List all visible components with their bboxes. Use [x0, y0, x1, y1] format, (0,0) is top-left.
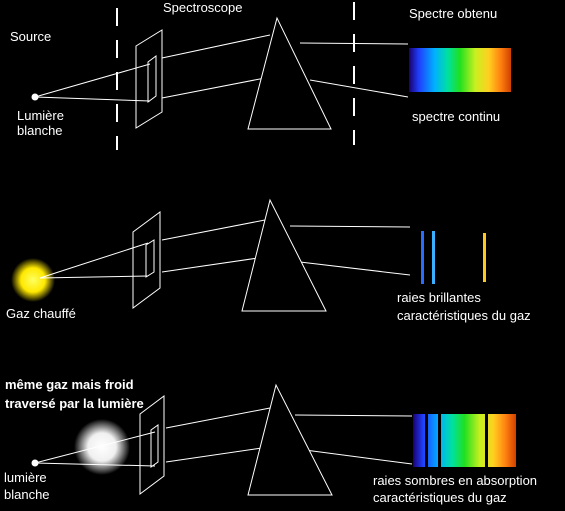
raies-brillantes-label: raies brillantes: [397, 290, 481, 305]
slit-plate: [135, 29, 163, 129]
lumiere-blanche-label-2: blanche: [4, 487, 50, 502]
slit-plate: [139, 395, 165, 495]
heated-gas-glow: [11, 258, 55, 302]
section-continuous-spectrum: Source Spectroscope Spectre obtenu Lumiè…: [10, 0, 511, 150]
slit-plate: [132, 211, 161, 309]
emission-line-blue-2: [432, 231, 435, 284]
gaz-chauffe-label: Gaz chauffé: [6, 306, 76, 321]
continuous-spectrum: [409, 48, 511, 92]
raies-sombres-label-2: caractéristiques du gaz: [373, 490, 507, 505]
raies-brillantes-label-2: caractéristiques du gaz: [397, 308, 531, 323]
absorption-line-1: [425, 414, 428, 467]
prism: [241, 198, 327, 312]
slit-opening: [145, 239, 155, 278]
prism: [247, 383, 333, 496]
section-emission-spectrum: Gaz chauffé raies brillantes caractérist…: [6, 198, 531, 323]
absorption-line-3: [485, 414, 488, 467]
spectre-continu-label: spectre continu: [412, 109, 500, 124]
light-rays: [34, 407, 413, 467]
slit-opening: [147, 55, 157, 103]
lumiere-blanche-label-2: blanche: [17, 123, 63, 138]
light-rays: [39, 219, 411, 279]
meme-gaz-label-2: traversé par la lumière: [5, 396, 144, 411]
emission-line-blue-1: [421, 231, 424, 284]
emission-line-yellow: [483, 233, 486, 282]
cold-gas-glow: [74, 419, 130, 475]
source-label: Source: [10, 29, 51, 44]
meme-gaz-label: même gaz mais froid: [5, 377, 134, 392]
light-rays: [34, 34, 409, 102]
section-absorption-spectrum: même gaz mais froid traversé par la lumi…: [4, 377, 537, 505]
slit-opening: [150, 424, 159, 468]
lumiere-blanche-label: lumière: [4, 470, 47, 485]
prism: [247, 16, 332, 130]
raies-sombres-label: raies sombres en absorption: [373, 473, 537, 488]
absorption-spectrum: [413, 414, 516, 467]
spectroscope-label: Spectroscope: [163, 0, 243, 15]
spectre-obtenu-label: Spectre obtenu: [409, 6, 497, 21]
lumiere-blanche-label: Lumière: [17, 108, 64, 123]
absorption-line-2: [438, 414, 441, 467]
